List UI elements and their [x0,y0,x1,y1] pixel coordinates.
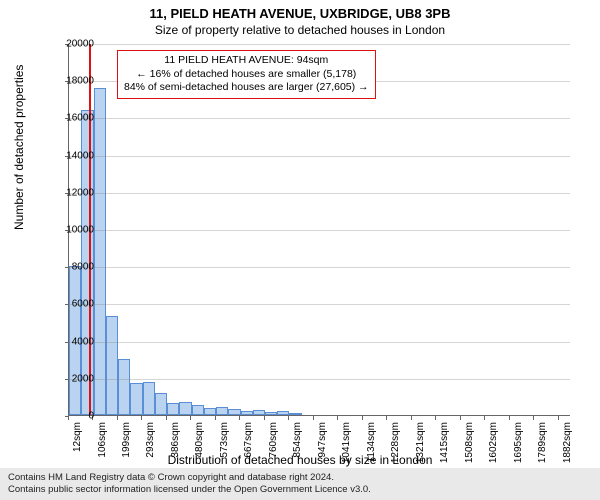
y-tick-label: 10000 [44,225,94,236]
gridline [69,267,570,268]
histogram-bar [130,383,142,415]
histogram-bar [155,393,167,415]
gridline [69,379,570,380]
histogram-bar [143,382,155,415]
histogram-bar [118,359,130,415]
histogram-bar [228,409,240,415]
histogram-bar [94,88,106,415]
y-tick-label: 4000 [44,336,94,347]
annotation-line2: ← 16% of detached houses are smaller (5,… [124,68,369,82]
histogram-bar [106,316,118,415]
gridline [69,342,570,343]
annotation-box: 11 PIELD HEATH AVENUE: 94sqm ← 16% of de… [117,50,376,99]
annotation-line1: 11 PIELD HEATH AVENUE: 94sqm [124,54,369,68]
histogram-bar [265,412,277,415]
gridline [69,118,570,119]
histogram-bar [253,410,265,415]
histogram-bar [241,411,253,415]
histogram-bar [179,402,191,415]
footer-line1: Contains HM Land Registry data © Crown c… [8,472,592,484]
chart-plot-area: 11 PIELD HEATH AVENUE: 94sqm ← 16% of de… [68,44,570,416]
gridline [69,304,570,305]
y-tick-label: 8000 [44,262,94,273]
y-tick-label: 2000 [44,373,94,384]
y-axis-label: Number of detached properties [12,65,26,230]
y-tick-label: 20000 [44,39,94,50]
gridline [69,193,570,194]
gridline [69,230,570,231]
gridline [69,44,570,45]
y-tick-label: 16000 [44,113,94,124]
chart-title: 11, PIELD HEATH AVENUE, UXBRIDGE, UB8 3P… [0,0,600,21]
histogram-bar [167,403,179,415]
y-tick-label: 18000 [44,76,94,87]
y-tick-label: 12000 [44,187,94,198]
gridline [69,156,570,157]
histogram-bar [192,405,204,415]
histogram-bar [216,407,228,415]
footer-attribution: Contains HM Land Registry data © Crown c… [0,468,600,500]
annotation-line3: 84% of semi-detached houses are larger (… [124,81,369,95]
plot-frame: 11 PIELD HEATH AVENUE: 94sqm ← 16% of de… [68,44,570,416]
y-tick-label: 6000 [44,299,94,310]
y-tick-label: 0 [44,411,94,422]
histogram-bar [289,413,301,415]
x-axis-label: Distribution of detached houses by size … [0,453,600,467]
y-tick-label: 14000 [44,150,94,161]
footer-line2: Contains public sector information licen… [8,484,592,496]
histogram-bar [277,411,289,415]
histogram-bar [204,408,216,415]
